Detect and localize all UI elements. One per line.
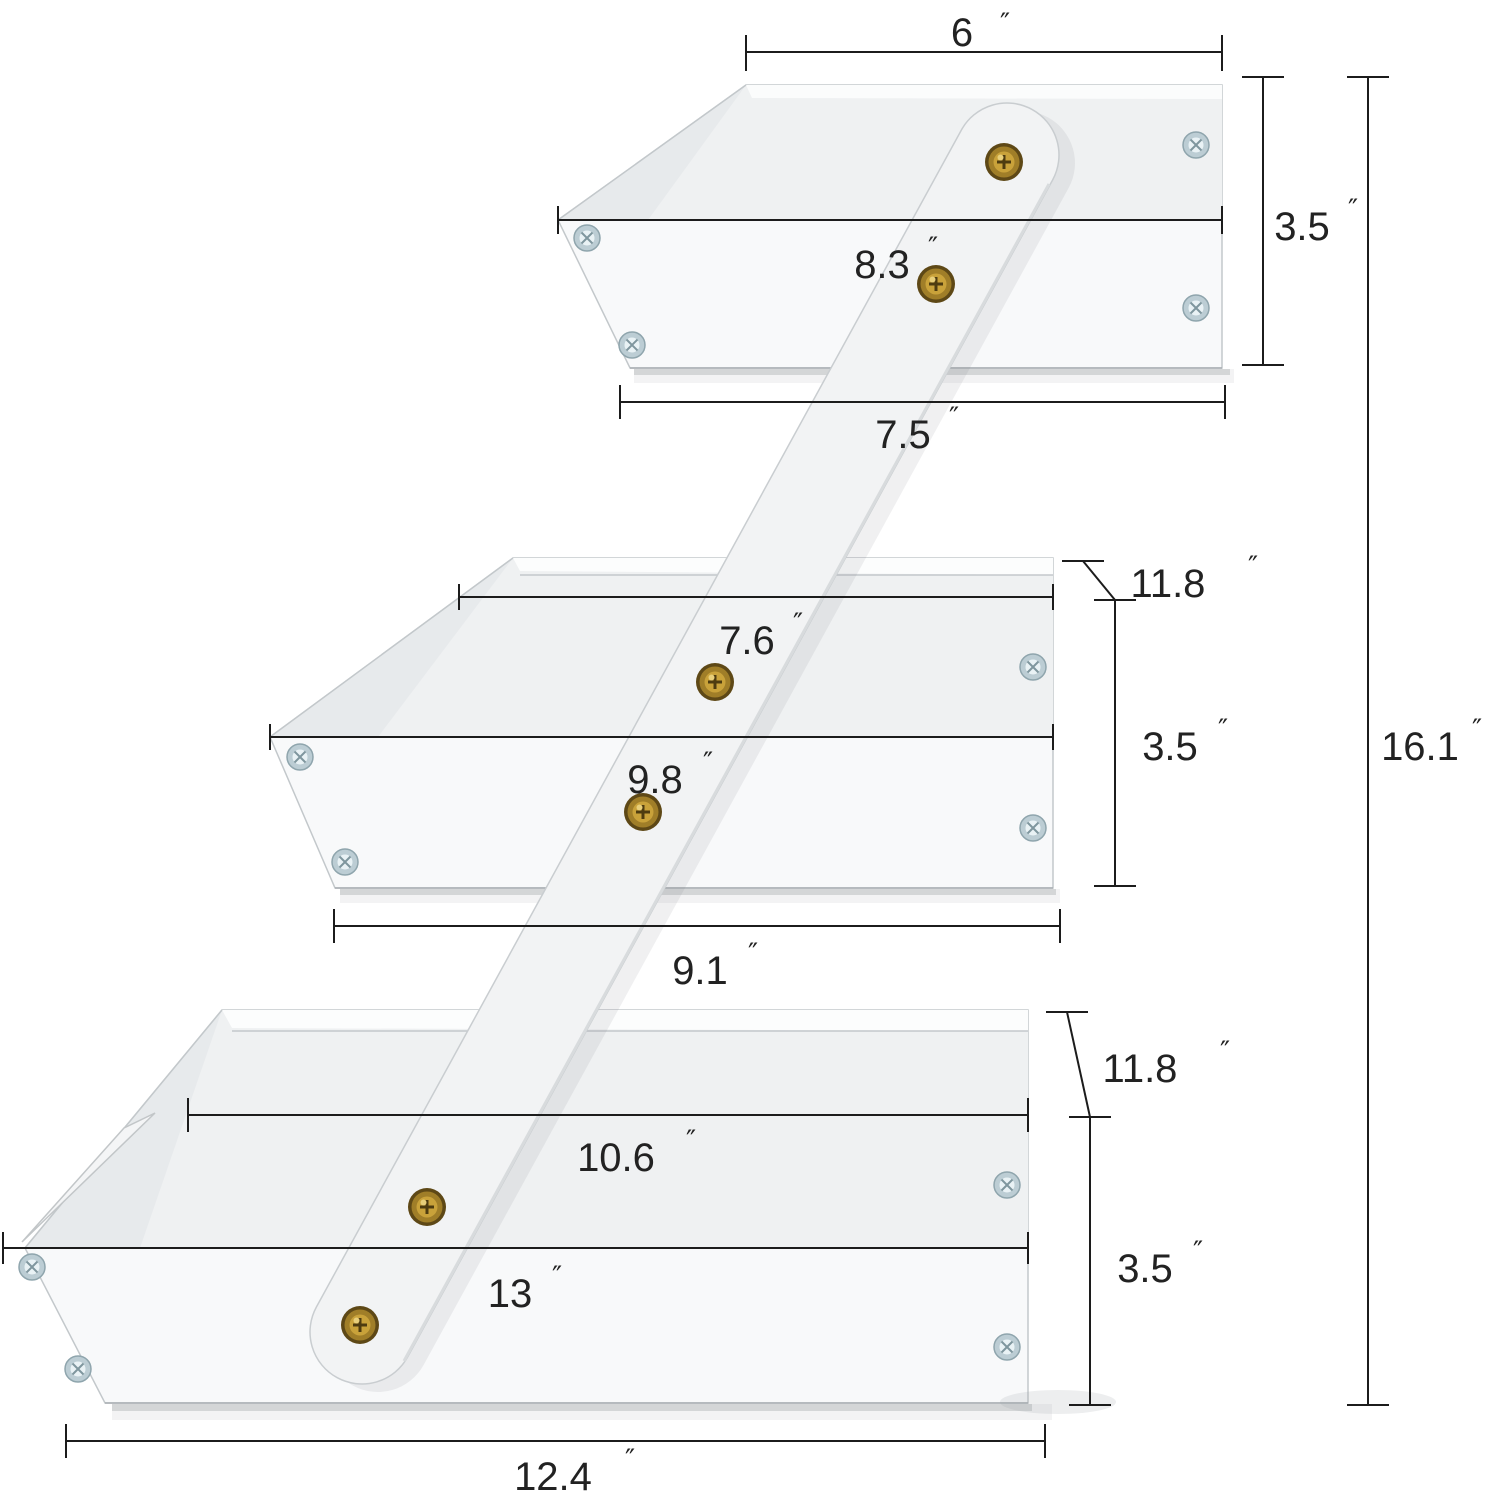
dim-label-tier2-arm-lower: 9.8 — [627, 758, 683, 802]
inch-mark: ″ — [1220, 1036, 1230, 1067]
tier3-shadow — [112, 1404, 1032, 1411]
dim-label-tier3-arm-lower: 13 — [488, 1272, 533, 1316]
inch-mark: ″ — [552, 1261, 562, 1292]
dim-label-tier3-depth: 11.8 — [1103, 1047, 1178, 1091]
dim-line-tier2-depth — [458, 560, 1116, 610]
dim-line-overall-height — [1347, 76, 1389, 1406]
dim-line-tier1-mid — [557, 206, 1223, 234]
dim-line-tier3-height — [1069, 1116, 1111, 1406]
inch-mark: ″ — [1472, 714, 1482, 745]
dim-label-tier3-bottom-width: 12.4 — [514, 1455, 592, 1499]
dim-line-tier1-bottom-width — [619, 385, 1226, 419]
dim-label-tier3-height: 3.5 — [1117, 1247, 1173, 1291]
dim-label-tier1-arm-upper: 8.3 — [854, 243, 910, 287]
inch-mark: ″ — [748, 938, 758, 969]
inch-mark: ″ — [1348, 194, 1358, 225]
inch-mark: ″ — [793, 608, 803, 639]
dim-line-tier2-front-edge — [269, 724, 1054, 750]
arm-screw-6 — [339, 1304, 381, 1346]
dim-line-tier2-bottom-width — [333, 909, 1061, 943]
tier3-ground-shadow — [1000, 1390, 1116, 1414]
dim-label-tier2-arm-upper: 7.6 — [719, 619, 775, 663]
dim-line-tier3-depth — [1046, 1011, 1091, 1118]
tier3-back-lip — [222, 1010, 1028, 1031]
inch-mark: ″ — [703, 747, 713, 778]
inch-mark: ″ — [625, 1444, 635, 1475]
inch-mark: ″ — [1248, 551, 1258, 582]
arm-screw-5 — [406, 1186, 448, 1228]
dim-label-tier1-height: 3.5 — [1274, 205, 1330, 249]
arm-screw-1 — [983, 141, 1025, 183]
dim-label-overall-height: 16.1 — [1381, 725, 1459, 769]
dim-line-tier3-front-edge — [2, 1232, 1029, 1264]
dim-line-tier1-top-width — [745, 35, 1223, 71]
tier2-top-left-edge — [269, 557, 514, 738]
inch-mark: ″ — [1000, 8, 1010, 39]
arm-right-edge-shade — [402, 183, 1051, 1362]
support-arm — [309, 102, 1075, 1392]
dim-label-tier3-arm-upper: 10.6 — [577, 1136, 655, 1180]
arm-screw-3 — [694, 661, 736, 703]
inch-mark: ″ — [1218, 714, 1228, 745]
dim-label-tier2-depth: 11.8 — [1131, 562, 1206, 606]
dim-line-tier1-height — [1242, 76, 1284, 366]
inch-mark: ″ — [686, 1125, 696, 1156]
dim-line-tier3-bottom-width — [65, 1424, 1046, 1458]
tier2-shadow — [340, 889, 1056, 895]
tier3-box — [18, 1009, 1116, 1420]
tier3-left-flap — [21, 1112, 156, 1243]
tier1-top-face — [558, 85, 1222, 220]
dim-line-tier3-upper — [187, 1098, 1029, 1132]
dim-line-tier2-height — [1094, 599, 1136, 887]
dim-label-tier1-bottom-width: 7.5 — [875, 413, 931, 457]
dim-label-tier1-top-width: 6 — [951, 11, 973, 55]
inch-mark: ″ — [928, 232, 938, 263]
dim-label-tier2-bottom-width: 9.1 — [672, 949, 728, 993]
dim-label-tier2-height: 3.5 — [1142, 725, 1198, 769]
arm-screw-2 — [915, 263, 957, 305]
tier1-top-left-edge — [557, 84, 747, 221]
dimension-lines — [2, 35, 1389, 1458]
inch-mark: ″ — [1193, 1236, 1203, 1267]
inch-mark: ″ — [949, 402, 959, 433]
dimension-labels: 6 ″ 3.5 ″ 8.3 ″ 7.5 ″ 11.8 ″ 7.6 ″ 3.5 ″… — [488, 8, 1482, 1499]
tier1-back-lip — [746, 85, 1222, 99]
